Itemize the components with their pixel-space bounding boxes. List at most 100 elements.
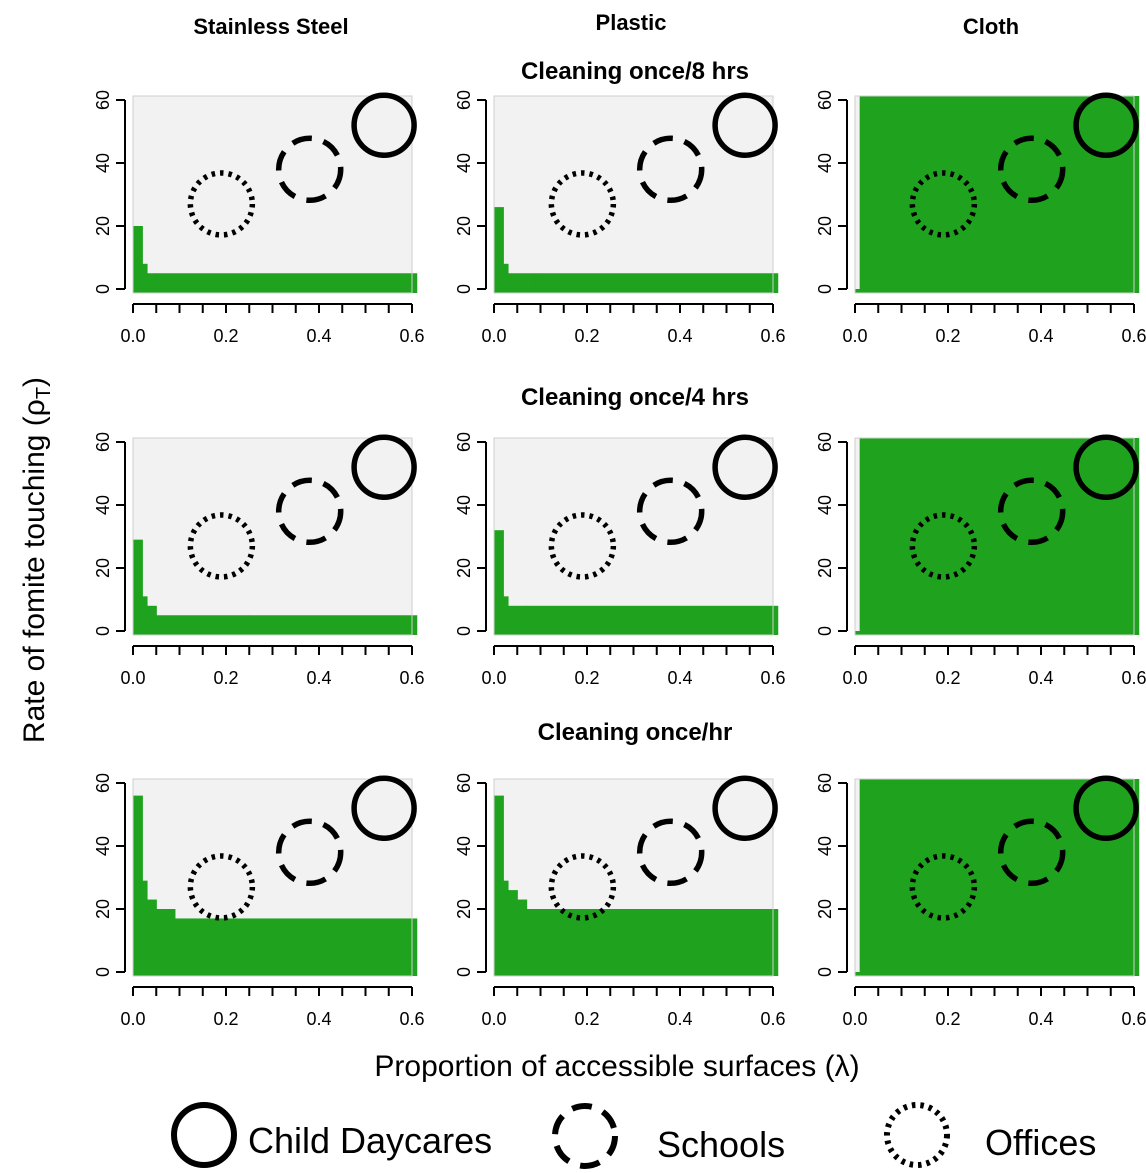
panel-r2-c1: 0 20 40 60 0.0 0.2 0.4 0.6 (454, 773, 786, 1029)
x-tick-label: 0.4 (1028, 326, 1053, 346)
y-tick-label: 40 (815, 153, 835, 173)
risk-region-step (859, 779, 1140, 976)
venue-circle-child-daycares (712, 92, 778, 158)
x-tick-label: 0.0 (842, 1009, 867, 1029)
panel-border (854, 95, 1135, 294)
venue-circle-offices (548, 853, 617, 921)
y-tick-label: 0 (454, 626, 474, 636)
x-tick-label: 0.4 (306, 1009, 331, 1029)
panel-background (494, 96, 773, 293)
y-tick-label: 60 (815, 90, 835, 110)
y-tick-label: 60 (454, 90, 474, 110)
x-tick-label: 0.0 (120, 326, 145, 346)
risk-region-step (146, 273, 157, 293)
venue-circle-child-daycares (351, 92, 417, 158)
risk-region-step (142, 263, 148, 293)
panel-r0-c2: 0 20 40 60 0.0 0.2 0.4 0.6 (815, 90, 1146, 346)
y-tick-label: 0 (815, 967, 835, 977)
risk-region-step (859, 438, 1140, 635)
risk-region-step (507, 605, 528, 635)
legend: Child Daycares Schools Offices (171, 1102, 1096, 1169)
risk-region-step (855, 631, 861, 635)
y-tick-label: 20 (93, 558, 113, 578)
panel-r2-c2: 0 20 40 60 0.0 0.2 0.4 0.6 (815, 773, 1146, 1029)
y-tick-label: 60 (93, 773, 113, 793)
venue-circle-schools (636, 818, 705, 887)
y-tick-label: 0 (815, 284, 835, 294)
legend-label-schools: Schools (657, 1124, 785, 1165)
x-tick-label: 0.2 (935, 668, 960, 688)
risk-region-step (142, 596, 148, 635)
venue-circle-offices (909, 512, 978, 580)
venue-circle-schools (275, 135, 344, 204)
y-tick-label: 60 (454, 432, 474, 452)
y-tick-label: 60 (815, 432, 835, 452)
y-tick-label: 0 (815, 626, 835, 636)
risk-region-step (156, 273, 418, 293)
x-tick-label: 0.2 (935, 1009, 960, 1029)
y-tick-label: 40 (454, 153, 474, 173)
risk-region-step (146, 899, 157, 976)
x-tick-label: 0.2 (574, 326, 599, 346)
x-tick-label: 0.6 (760, 326, 785, 346)
row-title-once-4hrs: Cleaning once/4 hrs (521, 384, 749, 411)
row-title-once-8hrs: Cleaning once/8 hrs (521, 58, 749, 85)
x-tick-label: 0.2 (213, 1009, 238, 1029)
row-titles: Cleaning once/8 hrs Cleaning once/4 hrs … (521, 58, 749, 746)
risk-region-step (142, 880, 148, 976)
panel-r2-c0: 0 20 40 60 0.0 0.2 0.4 0.6 (93, 773, 425, 1029)
x-tick-label: 0.4 (306, 326, 331, 346)
y-tick-label: 0 (454, 284, 474, 294)
y-tick-label: 40 (454, 495, 474, 515)
venue-circle-schools (997, 477, 1066, 546)
x-tick-label: 0.2 (213, 668, 238, 688)
y-tick-label: 20 (454, 899, 474, 919)
y-axis-label-main: Rate of fomite touching (ρ (18, 399, 51, 743)
legend-swatch-offices (884, 1102, 950, 1168)
y-tick-label: 40 (93, 153, 113, 173)
y-tick-label: 20 (454, 216, 474, 236)
y-tick-label: 20 (815, 558, 835, 578)
risk-region-step (859, 96, 1140, 293)
y-tick-label: 0 (454, 967, 474, 977)
y-tick-label: 40 (93, 495, 113, 515)
x-tick-label: 0.2 (574, 1009, 599, 1029)
risk-region-step (507, 890, 518, 976)
risk-region-step (133, 795, 143, 976)
x-tick-label: 0.4 (667, 326, 692, 346)
risk-region-step (503, 880, 509, 976)
risk-region-step (494, 795, 504, 976)
risk-region-step (156, 909, 176, 976)
panel-border (132, 437, 413, 636)
venue-circle-offices (187, 170, 256, 238)
y-tick-label: 0 (93, 626, 113, 636)
venue-circle-child-daycares (1073, 775, 1139, 841)
y-tick-label: 20 (93, 216, 113, 236)
risk-region-step (146, 605, 157, 635)
panel-border (854, 778, 1135, 977)
risk-region-step (133, 226, 143, 293)
panel-background (133, 96, 412, 293)
x-tick-label: 0.0 (842, 326, 867, 346)
venue-circle-child-daycares (1073, 92, 1139, 158)
x-tick-label: 0.0 (481, 326, 506, 346)
x-axis-label: Proportion of accessible surfaces (λ) (374, 1050, 859, 1083)
risk-region-step (855, 972, 861, 976)
venue-circle-child-daycares (712, 775, 778, 841)
y-axis-label-subscript: T (33, 387, 55, 399)
column-title-stainless-steel: Stainless Steel (193, 14, 348, 39)
row-title-once-hr: Cleaning once/hr (538, 719, 733, 746)
risk-region-step (174, 918, 278, 976)
y-tick-label: 60 (93, 432, 113, 452)
venue-circle-schools (997, 818, 1066, 887)
risk-region-step (133, 539, 143, 635)
risk-region-step (249, 615, 418, 635)
risk-region-step (156, 615, 250, 635)
column-title-plastic: Plastic (596, 10, 667, 35)
x-tick-label: 0.0 (481, 1009, 506, 1029)
column-title-cloth: Cloth (963, 14, 1019, 39)
legend-label-offices: Offices (985, 1122, 1096, 1163)
y-tick-label: 20 (93, 899, 113, 919)
y-tick-label: 40 (93, 836, 113, 856)
venue-circle-schools (636, 135, 705, 204)
